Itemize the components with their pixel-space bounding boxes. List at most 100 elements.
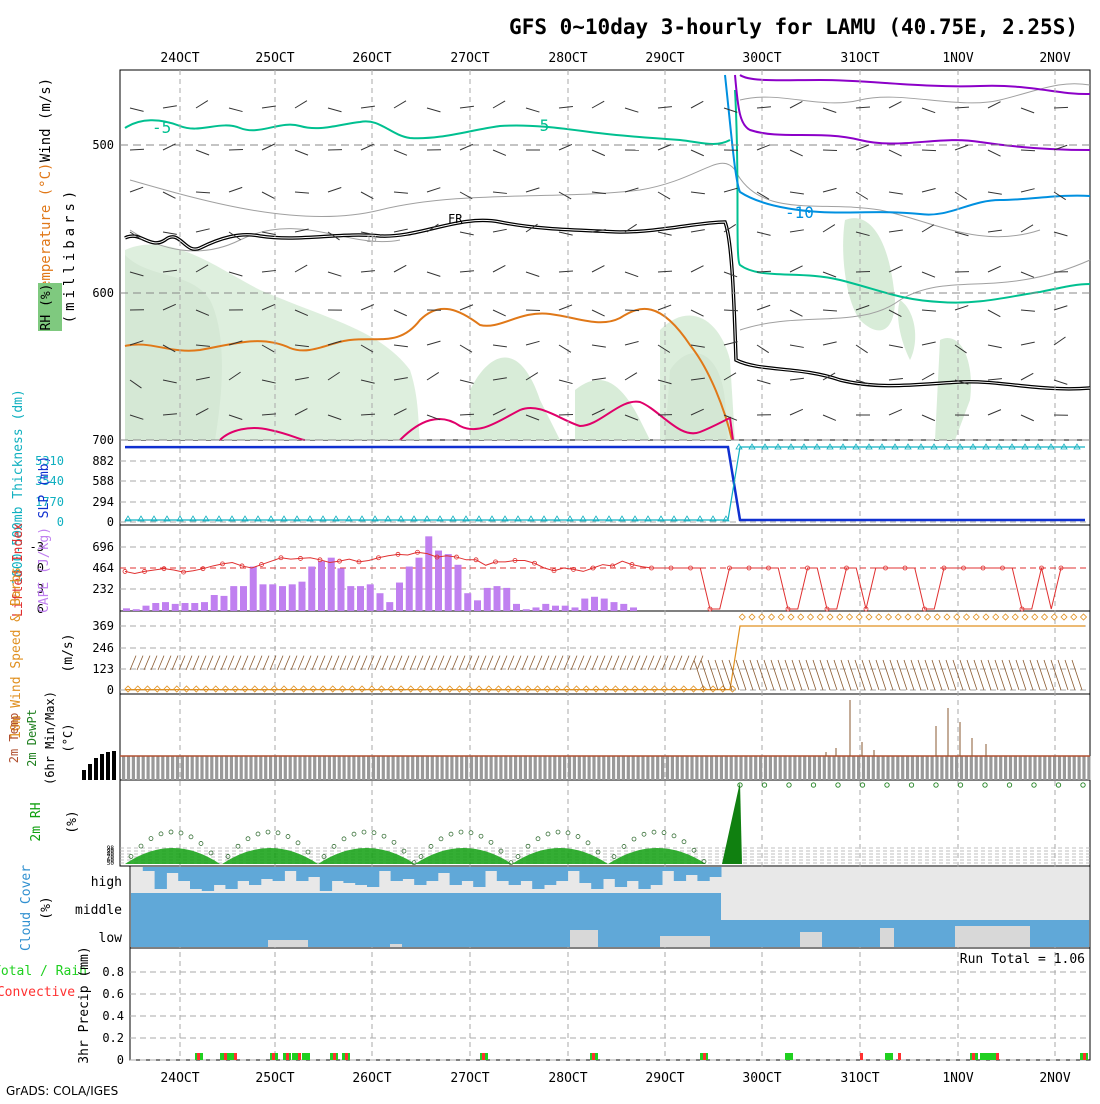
wind10m-marker [583, 686, 589, 692]
wind-barb [1054, 232, 1067, 236]
temp-range-bar [681, 756, 684, 780]
rh2m-marker [586, 841, 590, 845]
temp-range-bar [901, 756, 904, 780]
temp-range-bar [230, 756, 233, 780]
wind-barb [922, 272, 935, 277]
temp-range-bar [798, 756, 801, 780]
cloud-high-bar [650, 867, 662, 885]
temp-range-bar [965, 756, 968, 780]
temp-range-bar [132, 756, 135, 780]
temp-range-bar [735, 756, 738, 780]
temp-range-bar [450, 756, 453, 780]
wind10m-barb [634, 656, 640, 670]
wind-barb [889, 150, 902, 156]
cloud-high-bar [520, 867, 532, 881]
wind10m-barb [452, 656, 458, 670]
slp-tick-label: 588 [92, 474, 114, 488]
wind-barb [592, 101, 604, 108]
wind-barb [988, 345, 1002, 348]
cloud-low-bar [390, 944, 402, 947]
rh2m-marker [546, 832, 550, 836]
slp-tick-label: 294 [92, 495, 114, 509]
temp-range-bar [926, 756, 929, 780]
temp-range-bar [313, 756, 316, 780]
rh-contour [130, 229, 400, 251]
rh2m-marker [256, 832, 260, 836]
wind-barb [823, 188, 837, 192]
wind10m-barb [368, 656, 374, 670]
temp-range-bar [323, 756, 326, 780]
precip-total-bar [302, 1053, 310, 1060]
temp-range-bar [254, 756, 257, 780]
dewpt2m-label: 2m DewPt [25, 709, 39, 767]
temp-range-bar [627, 756, 630, 780]
wind-barb [130, 108, 144, 111]
temp-range-bar [568, 756, 571, 780]
cape-tick-label: 232 [92, 582, 114, 596]
temp-range-bar [999, 756, 1002, 780]
x-tick-label-top: 30OCT [742, 51, 781, 66]
dewpt-marker [958, 783, 962, 787]
temp-range-bar [529, 756, 532, 780]
x-tick-label-bottom: 1NOV [942, 1071, 973, 1086]
wind-barb [922, 415, 935, 421]
wind10m-barb [494, 656, 500, 670]
rh2m-area [608, 848, 706, 864]
temp-range-bar [147, 756, 150, 780]
wind10m-barb [186, 656, 192, 670]
slp-tick-label: 882 [92, 454, 114, 468]
cloud-high-bar [202, 867, 214, 891]
wind-barb [196, 101, 208, 108]
x-tick-label-top: 31OCT [840, 51, 879, 66]
temp-range-bar [583, 756, 586, 780]
wind-barb [691, 266, 704, 272]
panel-thickness-slp [120, 440, 1090, 525]
run-total: Run Total = 1.06 [960, 952, 1085, 967]
wind-barb [526, 341, 540, 345]
wind-barb [757, 107, 771, 108]
rh2m-marker [306, 850, 310, 854]
wind-barb [526, 108, 539, 112]
wind10m-marker [408, 686, 414, 692]
wind10m-marker [349, 686, 355, 692]
wind-barb [757, 232, 771, 235]
wind-barb [493, 265, 505, 272]
temp-range-bar [945, 756, 948, 780]
cape-bar [562, 606, 569, 611]
wind10m-barb [529, 656, 535, 670]
temp-range-bar [739, 756, 742, 780]
wind-barb [691, 101, 703, 108]
cape-bar [523, 609, 530, 611]
wind10m-marker [1071, 614, 1077, 620]
dewpt-marker [1007, 783, 1011, 787]
cloud-high-bar [579, 867, 591, 883]
temp-range-bar [455, 756, 458, 780]
wind10m-barb [228, 656, 234, 670]
rh2m-spike [722, 782, 742, 864]
wind10m-marker [1061, 614, 1067, 620]
wind-barb [559, 232, 573, 235]
wind-barb [427, 372, 439, 380]
temp-range-bar [666, 756, 669, 780]
contour-label-minus5: -5 [152, 118, 171, 137]
wind-barb [757, 345, 769, 353]
temp-range-bar [759, 756, 762, 780]
wind-barb [163, 232, 177, 234]
wind-barb [691, 230, 705, 232]
wind10m-marker [515, 686, 521, 692]
wind10m-barb [683, 656, 689, 670]
temp-range-bar [886, 756, 889, 780]
cloud-high-bar [461, 867, 473, 881]
wind10m-barb [256, 656, 262, 670]
cloud-high-bar [615, 867, 627, 887]
wind-barb [559, 106, 573, 108]
cape-bar [279, 586, 286, 611]
wind-barb [262, 192, 274, 198]
x-tick-label-bottom: 2NOV [1039, 1071, 1070, 1086]
temp-scale-bar [94, 758, 98, 780]
rh2m-area [512, 848, 608, 864]
rh2m-marker [189, 835, 193, 839]
cloud-high-bar [473, 867, 485, 887]
temp-range-bar [1078, 756, 1081, 780]
temp-range-bar [1087, 756, 1090, 780]
